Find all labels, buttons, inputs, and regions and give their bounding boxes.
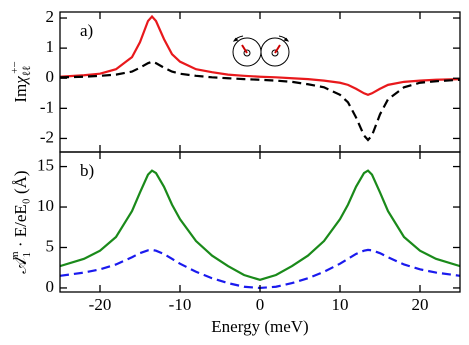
- panel-label: a): [80, 21, 93, 40]
- data-line: [60, 169, 460, 282]
- y-label-base: 𝒜: [11, 256, 30, 274]
- x-tick-label: -20: [89, 295, 112, 314]
- y-tick-label: 5: [46, 236, 55, 255]
- y-label-sup: m: [9, 251, 21, 260]
- y-tick-label: -1: [40, 97, 54, 116]
- y-tick-label: 10: [37, 196, 54, 215]
- x-tick-label: 0: [256, 295, 265, 314]
- data-line: [60, 248, 460, 290]
- data-line: [60, 60, 460, 142]
- y-label-sup: +−: [9, 61, 21, 73]
- y-axis-label: Imχℓℓ+−: [9, 61, 33, 102]
- y-label-sub: 1: [21, 252, 33, 258]
- y-label-symbol: χ: [11, 76, 30, 86]
- plot-area: [60, 169, 460, 290]
- spin-icon: [232, 35, 290, 67]
- data-line: [60, 14, 460, 96]
- x-tick-label: -10: [169, 295, 192, 314]
- plot-area: [60, 14, 460, 142]
- y-tick-label: 2: [46, 7, 55, 26]
- y-tick-label: 15: [37, 155, 54, 174]
- axes-frame: [59, 151, 461, 293]
- y-label-rest: · E/eE₀ (Å): [11, 170, 30, 251]
- y-label-base: Im: [11, 84, 30, 103]
- panel-label: b): [80, 161, 94, 180]
- y-tick-label: 1: [46, 37, 55, 56]
- y-tick-label: -2: [40, 127, 54, 146]
- y-tick-label: 0: [46, 67, 55, 86]
- x-tick-label: 10: [332, 295, 349, 314]
- y-axis-label: 𝒜1m · E/eE₀ (Å): [9, 170, 33, 273]
- y-tick-label: 0: [46, 277, 55, 296]
- x-axis-label: Energy (meV): [211, 317, 308, 336]
- x-tick-label: 20: [412, 295, 429, 314]
- y-label-sub: ℓℓ: [21, 66, 33, 77]
